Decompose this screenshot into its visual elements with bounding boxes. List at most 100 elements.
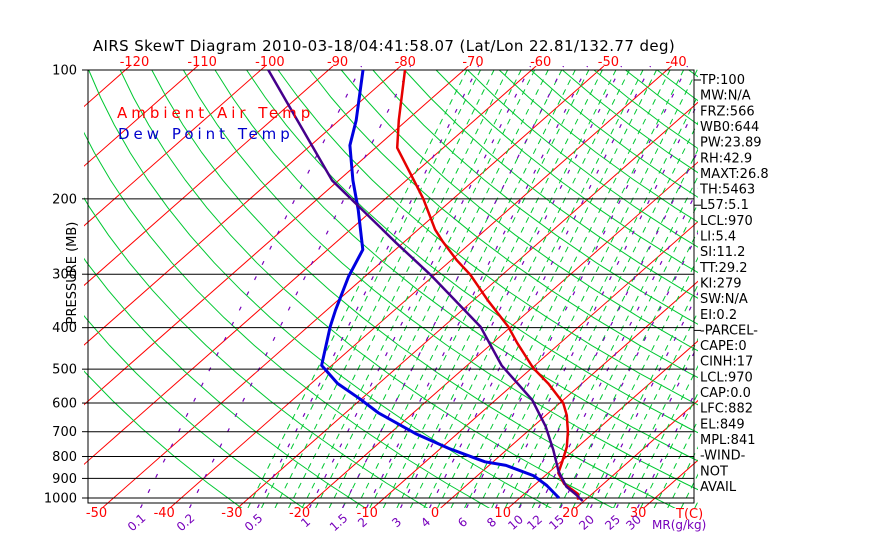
dry-adiabat-line [84, 257, 367, 508]
pressure-tick-label: 300 [52, 268, 77, 283]
top-temp-label: -120 [120, 55, 150, 70]
dry-adiabat-line [372, 69, 698, 325]
dry-adiabat-line [246, 69, 698, 434]
isotherm-line [84, 66, 198, 167]
moist-adiabat-line [504, 121, 698, 508]
isotherm-line [0, 66, 62, 508]
moist-adiabat-line [558, 229, 698, 508]
dry-adiabat-line [593, 69, 698, 150]
legend-dew-point-label: Dew Point Temp [118, 125, 294, 143]
moist-adiabat-line [545, 202, 698, 508]
mixing-ratio-line [365, 66, 589, 508]
moist-adiabat-line [261, 66, 483, 508]
mixing-ratio-label: 0.1 [125, 511, 149, 534]
bottom-temp-label: 30 [630, 506, 647, 521]
mixing-ratio-label: 12 [524, 512, 545, 533]
bottom-temp-label: -10 [357, 506, 378, 521]
dry-adiabat-line [656, 69, 698, 102]
grid-lines [0, 66, 698, 508]
moist-adiabat-line [301, 66, 524, 508]
top-temp-label: -70 [462, 55, 483, 70]
mixing-ratio-line [494, 101, 698, 508]
mixing-ratio-label: 20 [576, 512, 597, 533]
isotherm-line [372, 220, 698, 508]
moist-adiabat-line [572, 256, 698, 508]
pressure-tick-label: 600 [52, 397, 77, 412]
top-temp-label: -40 [665, 55, 686, 70]
dew-point-temp-curve [320, 70, 561, 500]
moist-adiabat-line [328, 66, 551, 508]
stat-line: FRZ:566 [700, 104, 755, 119]
top-temp-label: -50 [598, 55, 619, 70]
pressure-tick-label: 200 [52, 192, 77, 207]
mixing-ratio-line [399, 66, 623, 508]
mixing-ratio-line [428, 66, 652, 508]
moist-adiabat-line [613, 337, 698, 508]
moist-adiabat-line [667, 446, 698, 508]
stat-line: L57:5.1 [700, 198, 749, 213]
mixing-ratio-line [308, 66, 532, 508]
isotherm-line [84, 66, 469, 406]
stat-line: TT:29.2 [699, 261, 748, 276]
stat-line: NOT [700, 464, 728, 479]
stat-line: CAP:0.0 [700, 386, 751, 401]
bottom-temp-label: -30 [221, 506, 242, 521]
pressure-tick-label: 400 [52, 321, 77, 336]
isotherm-line [169, 66, 672, 508]
mixing-ratio-label: 0.2 [174, 511, 198, 534]
bottom-temp-label: -40 [154, 506, 175, 521]
stat-line: EI:0.2 [700, 308, 737, 323]
mixing-ratio-label: 25 [602, 512, 623, 533]
stat-line: -PARCEL- [700, 323, 758, 338]
top-temp-label: -110 [187, 55, 217, 70]
moist-adiabat-line [626, 365, 698, 508]
moist-adiabat-line [396, 66, 619, 508]
dry-adiabat-line [467, 69, 698, 248]
top-temp-label: -60 [530, 55, 551, 70]
isotherm-line [84, 66, 537, 466]
plot-border [87, 69, 695, 504]
stat-line: PW:23.89 [700, 136, 762, 151]
mixing-ratio-line [465, 66, 689, 508]
mixing-ratio-line [256, 66, 480, 508]
stat-line: LI:5.4 [700, 230, 736, 245]
dry-adiabat-line [88, 69, 552, 508]
bottom-temp-label: -50 [86, 506, 107, 521]
pressure-tick-label: 900 [52, 472, 77, 487]
dry-adiabat-line [84, 131, 491, 508]
mixing-ratio-label: 0.5 [242, 511, 266, 534]
isotherm-line [304, 161, 698, 508]
pressure-tick-label: 100 [52, 64, 77, 79]
stat-line: CINH:17 [700, 355, 753, 370]
moist-adiabat-line [437, 66, 659, 508]
moist-adiabat-line [599, 310, 698, 508]
mixing-ratio-label: 3 [389, 515, 404, 531]
moist-adiabat-line [518, 148, 698, 508]
stat-line: EL:849 [700, 417, 745, 432]
profile-curves [267, 70, 584, 502]
dry-adiabat-line [84, 314, 305, 508]
mixing-ratio-label: 1.5 [327, 511, 351, 534]
top-temp-label: -90 [327, 55, 348, 70]
isotherm-line [84, 66, 266, 227]
pressure-tick-label: 500 [52, 363, 77, 378]
stat-line: SI:11.2 [700, 245, 745, 260]
moist-adiabat-line [288, 66, 511, 508]
legend-ambient-temp-label: Ambient Air Temp [117, 104, 314, 122]
dry-adiabat-line [435, 69, 698, 274]
moist-adiabat-line [491, 94, 698, 508]
stat-line: LFC:882 [700, 402, 753, 417]
moist-adiabat-line [409, 66, 632, 508]
dry-adiabat-line [498, 69, 698, 223]
pressure-tick-label: 1000 [44, 492, 77, 507]
moist-adiabat-line [382, 66, 605, 508]
stat-line: MW:N/A [700, 89, 751, 104]
top-temp-label: -100 [255, 55, 285, 70]
moist-adiabat-line [274, 66, 497, 508]
chart-title: AIRS SkewT Diagram 2010-03-18/04:41:58.0… [93, 37, 675, 55]
dry-adiabat-line [119, 69, 614, 508]
moist-adiabat-line [477, 67, 698, 508]
moist-adiabat-line [640, 392, 698, 508]
